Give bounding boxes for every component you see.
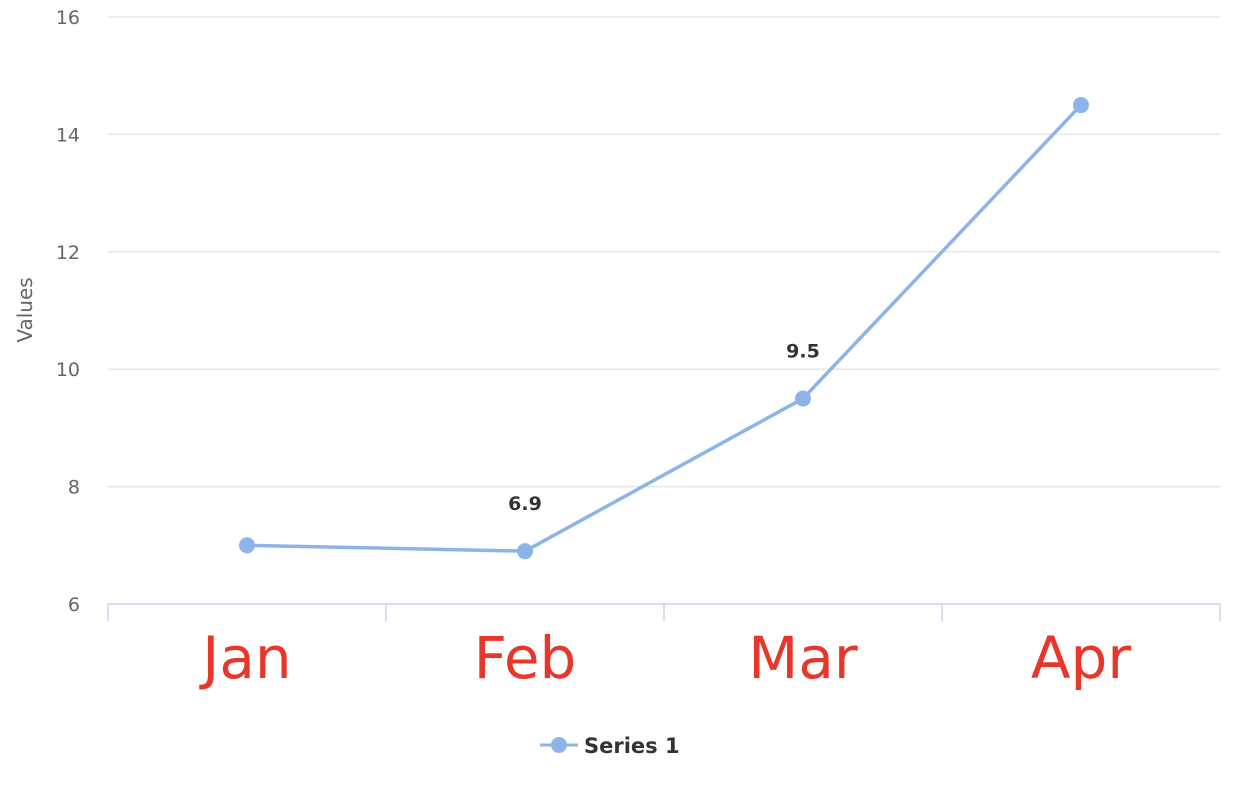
data-point[interactable]: [239, 537, 255, 554]
y-axis-tick-labels: 6 8 10 12 14 16: [56, 7, 80, 616]
x-tick-label: Apr: [1031, 624, 1131, 692]
gridlines: [108, 16, 1220, 488]
data-point[interactable]: [795, 390, 811, 407]
data-labels: 6.9 9.5: [508, 341, 820, 516]
series-1: [239, 97, 1089, 560]
y-tick-label: 12: [56, 242, 80, 264]
y-tick-label: 6: [68, 594, 80, 616]
x-tick-label: Mar: [748, 624, 858, 692]
y-tick-label: 10: [56, 359, 80, 381]
y-tick-label: 8: [68, 477, 80, 499]
x-tick-label: Jan: [199, 624, 291, 692]
y-tick-label: 16: [56, 7, 80, 29]
legend[interactable]: Series 1: [540, 734, 680, 758]
x-axis: [107, 603, 1221, 621]
legend-series-marker: [551, 737, 567, 753]
y-tick-label: 14: [56, 124, 80, 146]
data-point[interactable]: [517, 543, 533, 560]
legend-series-label: Series 1: [584, 734, 680, 758]
x-tick-label: Feb: [474, 624, 577, 692]
data-label: 6.9: [508, 493, 542, 515]
y-axis-title: Values: [13, 277, 37, 342]
x-axis-tick-labels: Jan Feb Mar Apr: [199, 624, 1131, 692]
series-line: [246, 103, 1083, 553]
data-point[interactable]: [1073, 97, 1089, 114]
data-label: 9.5: [786, 341, 820, 363]
